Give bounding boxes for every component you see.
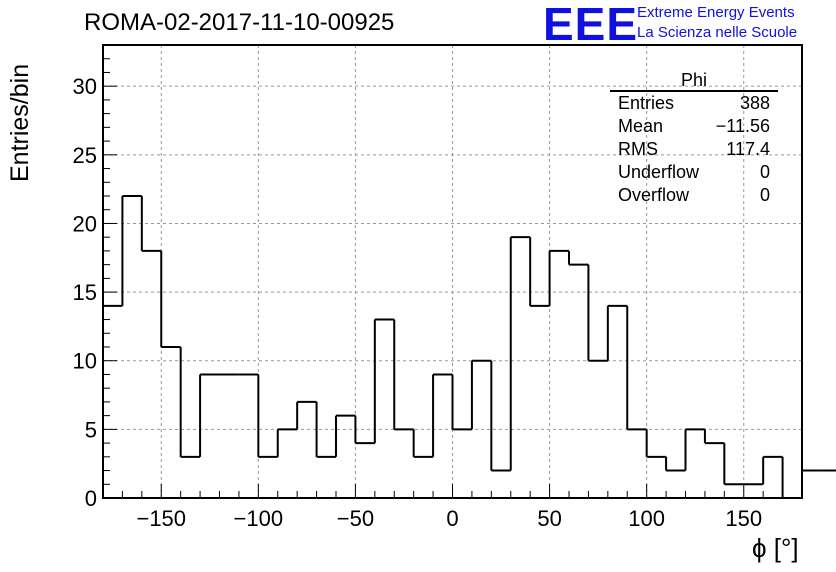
stats-label: Underflow: [618, 162, 700, 182]
y-tick-label: 20: [73, 211, 97, 236]
chart-title: ROMA-02-2017-11-10-00925: [84, 9, 395, 36]
y-tick-label: 30: [73, 74, 97, 99]
y-tick-label: 0: [85, 486, 97, 511]
y-axis-label: Entries/bin: [6, 63, 34, 182]
stats-value: 388: [739, 93, 770, 113]
stats-box: Phi Entries 388 Mean −11.56 RMS 117.4 Un…: [610, 70, 778, 207]
stats-row-entries: Entries 388: [610, 92, 778, 115]
stats-value: 0: [759, 162, 770, 182]
stats-value: −11.56: [715, 116, 770, 136]
stats-title: Phi: [610, 70, 778, 92]
axis-ticks: [102, 44, 803, 499]
x-tick-label: −100: [234, 506, 284, 531]
y-tick-label: 5: [85, 417, 97, 442]
x-tick-label: 100: [628, 506, 665, 531]
stats-label: RMS: [618, 139, 658, 159]
tick-labels: −150 −100 −50 0 50 100 150 0 5 10 15 20 25 30: [73, 74, 763, 531]
stats-row-rms: RMS 117.4: [610, 138, 778, 161]
x-tick-label: 0: [446, 506, 458, 531]
stats-row-overflow: Overflow 0: [610, 184, 778, 207]
y-tick-label: 10: [73, 349, 97, 374]
x-tick-label: −50: [337, 506, 374, 531]
stats-row-underflow: Underflow 0: [610, 161, 778, 184]
stats-label: Overflow: [618, 185, 690, 205]
stats-value: 0: [759, 185, 770, 205]
stats-value: 117.4: [726, 139, 770, 159]
x-tick-label: 50: [537, 506, 561, 531]
stats-row-mean: Mean −11.56: [610, 115, 778, 138]
eee-logo: EEE: [543, 0, 639, 50]
x-tick-label: 150: [725, 506, 762, 531]
x-axis-label: ϕ [°]: [752, 533, 799, 563]
y-tick-label: 25: [73, 143, 97, 168]
stats-label: Mean: [618, 116, 664, 136]
brand-line-2: La Scienza nelle Scuole: [637, 24, 798, 41]
stats-label: Entries: [618, 93, 675, 113]
histogram-bins: [103, 195, 836, 499]
y-tick-label: 15: [73, 280, 97, 305]
brand-line-1: Extreme Energy Events: [637, 4, 795, 21]
x-tick-label: −150: [136, 506, 186, 531]
